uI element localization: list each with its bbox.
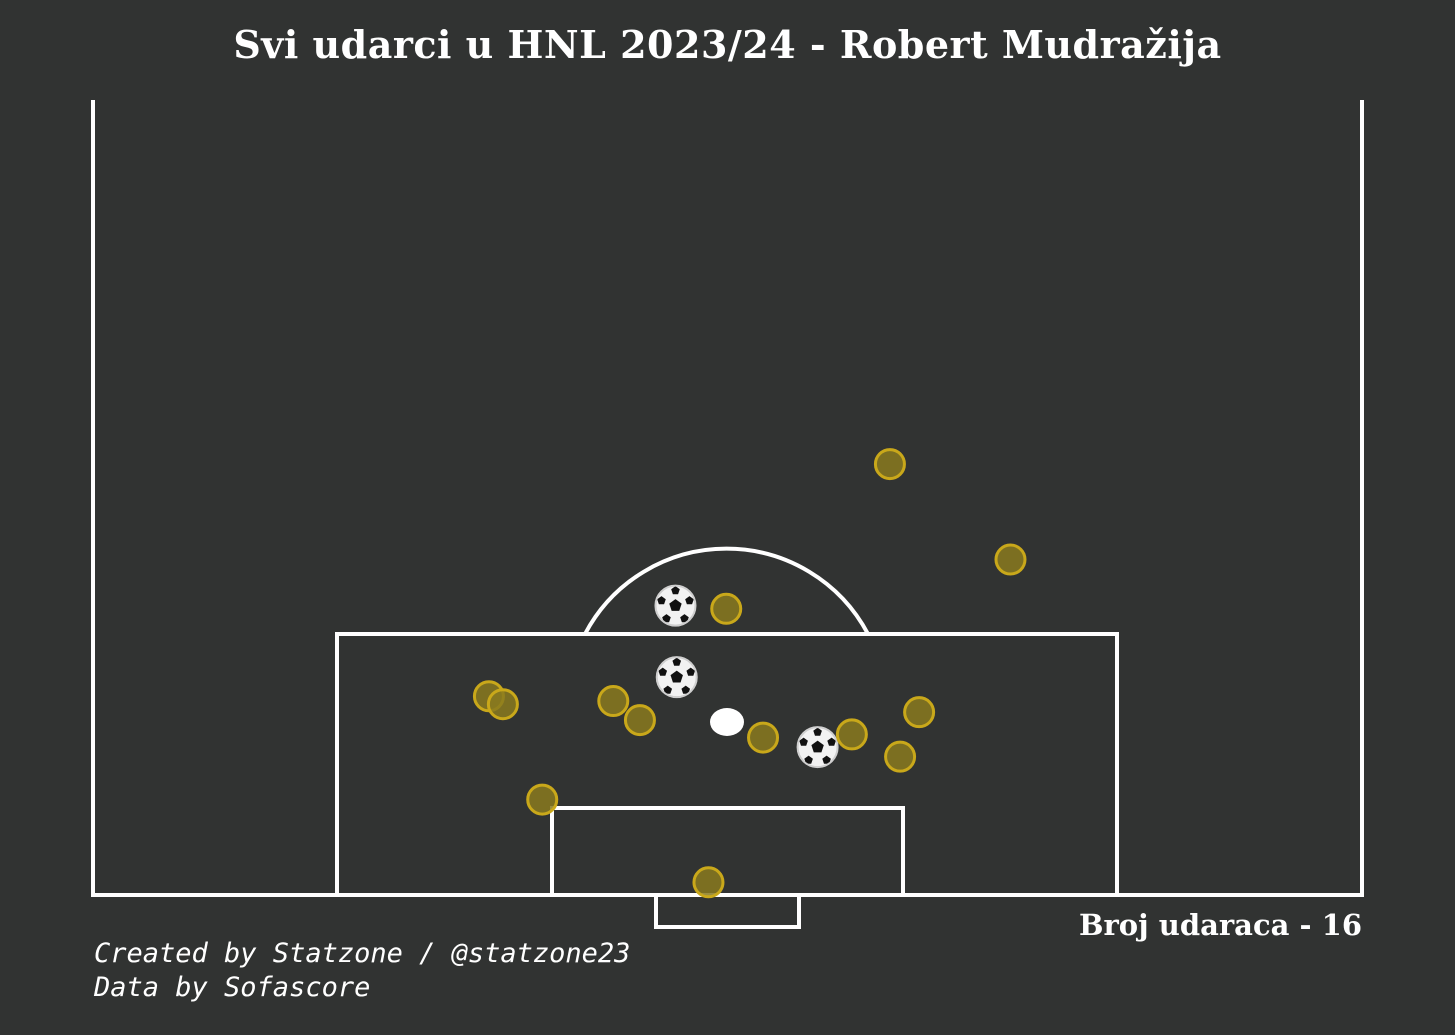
credits-line-created: Created by Statzone / @statzone23 <box>94 938 631 969</box>
goal-ball-icon <box>655 656 698 699</box>
penalty-area <box>335 632 1119 897</box>
chart-title: Svi udarci u HNL 2023/24 - Robert Mudraž… <box>233 22 1222 67</box>
shot-marker <box>692 866 725 899</box>
penalty-arc <box>583 546 870 635</box>
goal-ball-icon <box>654 584 697 627</box>
shot-marker <box>486 688 519 721</box>
pitch-lines <box>91 100 1364 929</box>
six-yard-box <box>550 806 905 897</box>
credits: Created by Statzone / @statzone23 Data b… <box>94 937 630 1005</box>
goal <box>654 893 801 929</box>
goal-ball-icon <box>796 726 839 769</box>
shot-marker <box>710 592 743 625</box>
shot-marker <box>903 696 936 729</box>
shot-marker <box>994 543 1027 576</box>
penalty-spot <box>710 708 744 736</box>
credits-line-data: Data by Sofascore <box>94 972 371 1003</box>
shot-marker <box>835 718 868 751</box>
shot-marker <box>623 704 656 737</box>
shot-marker <box>747 721 780 754</box>
shot-count: Broj udaraca - 16 <box>1079 908 1362 942</box>
shots-layer <box>472 448 1027 899</box>
shot-marker <box>884 740 917 773</box>
shot-marker <box>597 685 630 718</box>
shot-marker <box>526 783 559 816</box>
shot-marker <box>873 448 906 481</box>
